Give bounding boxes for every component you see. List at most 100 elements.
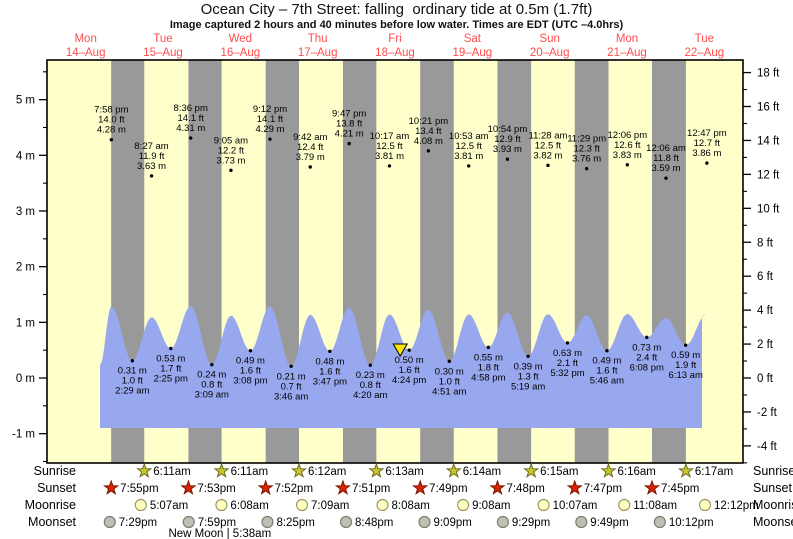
high-tide-metres: 4.31 m (176, 123, 205, 134)
day-name-label: Mon (616, 33, 638, 45)
low-tide-dot (683, 343, 688, 347)
high-tide-time: 10:17 am (370, 131, 410, 142)
right-axis-label: 18 ft (757, 68, 780, 80)
astro-row-label-right: Moonset (753, 515, 793, 529)
high-tide-time: 9:47 pm (332, 109, 366, 120)
moon-rise-time: 5:07am (150, 500, 188, 512)
sun-set-time: 7:53pm (197, 483, 235, 495)
current-time-marker (392, 343, 409, 357)
sun-set-time: 7:49pm (429, 483, 467, 495)
sun-rise-time: 6:14am (463, 466, 501, 478)
right-axis-label: 6 ft (757, 271, 774, 283)
left-axis-label: 5 m (16, 95, 35, 107)
moon-rise-time: 12:12pm (714, 500, 759, 512)
sun-rise-time: 6:11am (153, 466, 191, 478)
sun-rise-time: 6:11am (231, 466, 269, 478)
moon-rise-time: 7:09am (311, 500, 349, 512)
low-tide-feet: 1.6 ft (240, 366, 261, 377)
high-tide-metres: 3.59 m (651, 163, 680, 174)
low-tide-metres: 0.24 m (197, 370, 226, 381)
day-name-label: Sun (539, 33, 559, 45)
day-date-label: 22–Aug (685, 47, 725, 59)
low-tide-time: 5:46 am (590, 376, 624, 387)
high-tide-dot (347, 141, 351, 146)
moonset-moon-icon (653, 515, 666, 529)
high-tide-time: 12:06 am (646, 143, 686, 154)
sunrise-star-icon (136, 462, 153, 478)
low-tide-feet: 0.8 ft (201, 380, 222, 391)
high-tide-feet: 12.3 ft (573, 144, 600, 155)
high-tide-feet: 14.1 ft (178, 113, 205, 124)
low-tide-time: 4:58 pm (471, 372, 505, 383)
low-tide-feet: 1.9 ft (675, 360, 696, 371)
moon-set-time: 9:29pm (512, 517, 550, 529)
high-tide-time: 12:06 pm (608, 130, 648, 141)
high-tide-feet: 13.4 ft (415, 126, 442, 137)
astro-row-label-left: Sunset (37, 481, 76, 495)
high-tide-feet: 11.9 ft (139, 151, 165, 162)
low-tide-time: 4:20 am (353, 390, 387, 401)
low-tide-feet: 1.6 ft (319, 366, 340, 377)
moonrise-moon-icon (215, 498, 228, 512)
moonrise-moon-icon (295, 498, 309, 512)
sunrise-star-icon (523, 462, 540, 478)
moon-rise-time: 10:07am (553, 500, 598, 512)
high-tide-feet: 12.4 ft (297, 142, 324, 153)
high-tide-dot (387, 164, 392, 168)
moon-set-time: 8:25pm (276, 517, 314, 529)
high-tide-dot (467, 164, 471, 168)
low-tide-metres: 0.48 m (315, 356, 344, 367)
low-tide-dot (130, 359, 135, 363)
moon-rise-time: 8:08am (392, 500, 430, 512)
low-tide-metres: 0.49 m (236, 356, 265, 367)
day-name-label: Tue (153, 33, 172, 45)
sunrise-star-icon (368, 462, 385, 478)
sun-rise-time: 6:15am (540, 466, 578, 478)
low-tide-dot (526, 354, 530, 358)
astro-row-label-right: Moonrise (753, 498, 793, 512)
day-name-label: Wed (229, 33, 252, 45)
day-date-label: 17–Aug (298, 47, 338, 59)
low-tide-metres: 0.30 m (435, 366, 464, 377)
right-axis-label: 14 ft (757, 135, 780, 147)
sunset-star-icon (489, 479, 506, 495)
low-tide-feet: 1.7 ft (160, 363, 181, 374)
sun-set-time: 7:48pm (506, 483, 544, 495)
day-date-label: 16–Aug (221, 47, 261, 59)
high-tide-feet: 13.8 ft (336, 119, 363, 130)
high-tide-dot (308, 165, 312, 169)
astro-row-label-left: Moonset (28, 515, 76, 529)
low-tide-time: 5:19 am (511, 381, 545, 392)
high-tide-feet: 12.5 ft (376, 141, 403, 152)
high-tide-metres: 3.83 m (613, 150, 642, 161)
moonrise-moon-icon (698, 498, 712, 512)
high-tide-dot (229, 168, 233, 173)
low-tide-feet: 1.8 ft (478, 362, 499, 373)
high-tide-dot (149, 174, 154, 178)
high-tide-time: 9:12 pm (253, 104, 287, 115)
chart-title: Ocean City – 7th Street: falling ordinar… (200, 1, 593, 18)
low-tide-metres: 0.49 m (592, 356, 621, 367)
sunset-star-icon (643, 479, 661, 495)
low-tide-feet: 0.7 ft (281, 381, 302, 392)
high-tide-time: 11:28 am (528, 130, 567, 141)
moon-set-time: 7:59pm (198, 517, 236, 529)
low-tide-time: 4:51 am (432, 386, 466, 397)
day-name-label: Tue (695, 33, 714, 45)
high-tide-feet: 12.9 ft (494, 134, 521, 145)
low-tide-metres: 0.39 m (514, 361, 543, 372)
sunset-star-icon (180, 479, 197, 495)
high-tide-metres: 3.76 m (572, 154, 601, 165)
sun-set-time: 7:47pm (584, 483, 622, 495)
right-axis-label: 2 ft (757, 339, 774, 351)
low-tide-feet: 1.3 ft (518, 371, 539, 382)
high-tide-metres: 4.08 m (414, 136, 443, 147)
high-tide-metres: 3.81 m (375, 151, 404, 162)
sun-set-time: 7:45pm (661, 483, 699, 495)
high-tide-dot (426, 149, 431, 153)
moonrise-moon-icon (134, 498, 147, 512)
low-tide-dot (289, 364, 293, 369)
low-tide-time: 3:09 am (195, 390, 229, 401)
day-date-label: 21–Aug (607, 47, 647, 59)
